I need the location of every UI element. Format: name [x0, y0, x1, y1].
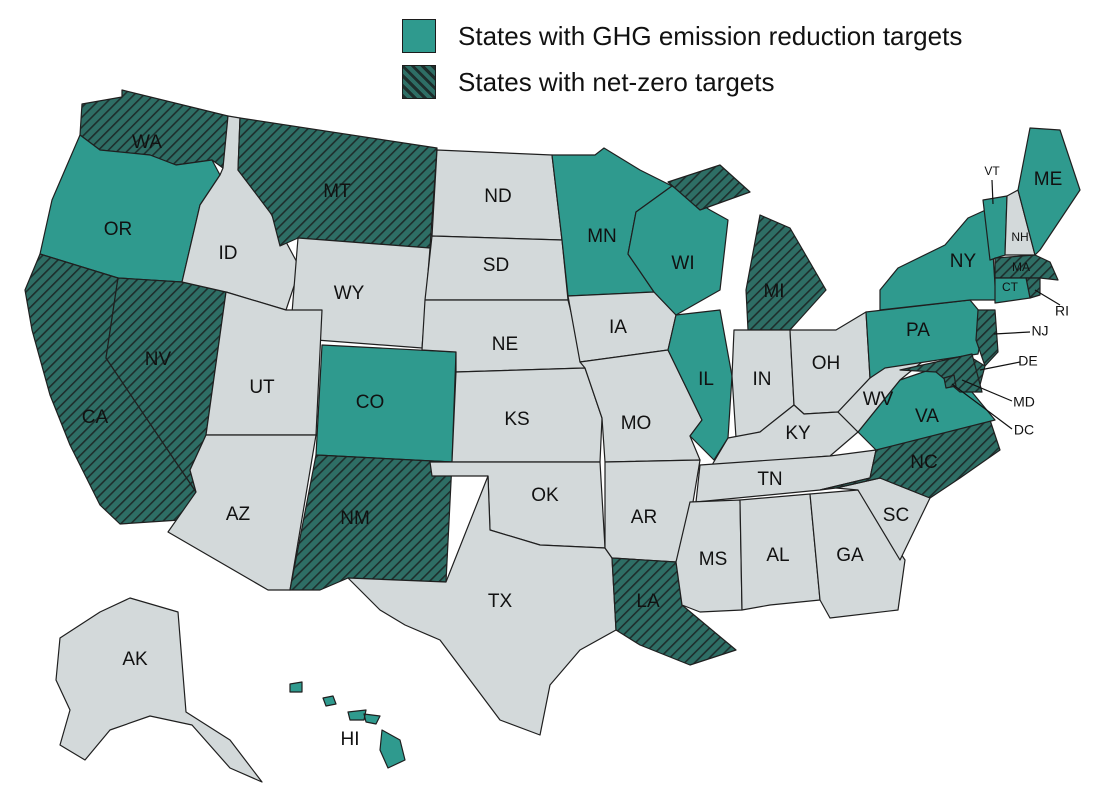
state-ak	[55, 597, 263, 783]
state-label-co: CO	[356, 392, 385, 413]
state-label-ok: OK	[531, 485, 559, 506]
state-label-il: IL	[698, 369, 714, 390]
state-label-nd: ND	[484, 186, 511, 207]
state-label-ri: RI	[1055, 303, 1069, 319]
state-label-de: DE	[1018, 353, 1037, 369]
state-label-ar: AR	[631, 507, 657, 528]
state-label-va: VA	[915, 406, 939, 427]
state-label-mi: MI	[763, 281, 784, 302]
leader-line-nj	[993, 331, 1031, 335]
state-label-nj: NJ	[1031, 323, 1048, 339]
leader-line-vt	[991, 179, 994, 205]
leader-line-md	[961, 379, 1013, 402]
state-ut	[205, 291, 323, 436]
state-label-hi: HI	[341, 729, 360, 750]
state-label-mn: MN	[587, 226, 617, 247]
state-label-dc: DC	[1014, 422, 1034, 438]
state-ok	[429, 461, 606, 549]
state-label-ms: MS	[699, 549, 728, 570]
leader-line-ri	[1034, 289, 1061, 306]
state-label-nh: NH	[1011, 230, 1028, 244]
state-nm	[289, 454, 453, 591]
state-label-md: MD	[1013, 394, 1035, 410]
state-label-sd: SD	[483, 255, 509, 276]
state-label-mo: MO	[621, 413, 652, 434]
legend-label-ghg: States with GHG emission reduction targe…	[458, 20, 963, 51]
state-ny	[879, 207, 997, 311]
state-label-tn: TN	[757, 469, 782, 490]
state-nj	[975, 309, 999, 367]
state-label-wa: WA	[132, 132, 162, 153]
state-label-az: AZ	[226, 504, 251, 525]
state-label-pa: PA	[906, 320, 930, 341]
state-il	[667, 309, 733, 461]
state-label-wv: WV	[863, 389, 894, 410]
state-labels: WA OR CA NV ID MT WY UT AZ CO NM ND SD NE KS OK TX MN IA MO…	[82, 132, 1069, 750]
state-label-nm: NM	[340, 508, 370, 529]
states-layer	[24, 89, 1081, 783]
state-al	[739, 493, 821, 611]
state-label-ne: NE	[492, 334, 518, 355]
state-ks	[451, 367, 603, 463]
state-label-al: AL	[766, 545, 789, 566]
state-label-me: ME	[1034, 169, 1063, 190]
state-label-ks: KS	[504, 409, 529, 430]
state-ct	[994, 277, 1031, 304]
state-az	[167, 434, 317, 591]
legend-swatch-hatched	[402, 65, 436, 99]
state-label-ga: GA	[836, 545, 864, 566]
state-label-wi: WI	[671, 253, 694, 274]
state-label-oh: OH	[812, 353, 841, 374]
state-label-ca: CA	[82, 407, 109, 428]
legend-swatch-solid	[402, 19, 436, 53]
state-md	[899, 353, 983, 393]
state-label-tx: TX	[488, 591, 513, 612]
state-hi	[289, 681, 406, 769]
state-label-ak: AK	[122, 649, 148, 670]
state-label-or: OR	[104, 219, 133, 240]
state-label-ky: KY	[785, 423, 811, 444]
state-label-id: ID	[219, 243, 238, 264]
state-label-vt: VT	[984, 164, 1000, 178]
state-label-ct: CT	[1002, 280, 1019, 294]
leader-line-dc	[951, 383, 1013, 430]
state-label-wy: WY	[334, 283, 365, 304]
state-label-nc: NC	[910, 452, 937, 473]
leader-line-de	[979, 361, 1021, 371]
state-label-nv: NV	[145, 349, 172, 370]
state-label-mt: MT	[323, 181, 351, 202]
state-co	[315, 344, 457, 463]
state-label-la: LA	[636, 591, 660, 612]
state-label-ma: MA	[1012, 260, 1030, 274]
legend-item-netzero: States with net-zero targets	[402, 60, 962, 104]
state-label-ia: IA	[609, 317, 627, 338]
state-nc	[819, 419, 1001, 499]
legend-item-ghg: States with GHG emission reduction targe…	[402, 14, 962, 58]
state-tx	[347, 475, 617, 736]
state-label-ny: NY	[950, 251, 977, 272]
state-label-ut: UT	[249, 377, 275, 398]
legend-label-netzero: States with net-zero targets	[458, 66, 775, 97]
leader-lines	[951, 179, 1061, 430]
state-label-sc: SC	[883, 505, 909, 526]
legend: States with GHG emission reduction targe…	[402, 14, 962, 106]
state-label-in: IN	[753, 369, 772, 390]
